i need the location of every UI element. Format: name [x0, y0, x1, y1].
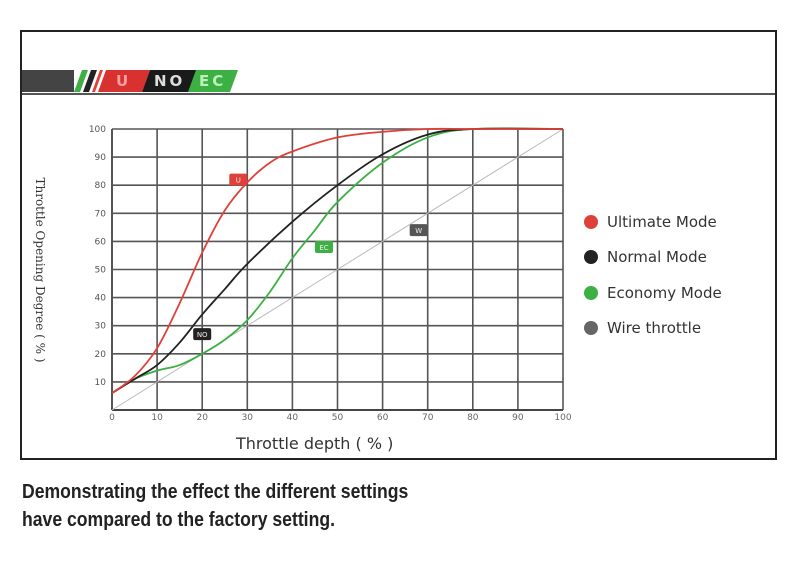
legend-label: Normal Mode: [607, 248, 707, 266]
caption-line: have compared to the factory setting.: [22, 509, 335, 531]
legend-label: Ultimate Mode: [607, 213, 717, 231]
y-tick-label: 60: [95, 237, 107, 247]
legend-normal: Normal Mode: [584, 248, 707, 266]
x-tick-label: 80: [467, 413, 479, 423]
series-badge-label: W: [415, 227, 422, 235]
chart-frame: [20, 30, 777, 460]
x-tick-label: 90: [512, 413, 524, 423]
y-tick-label: 80: [95, 181, 107, 191]
legend-label: Economy Mode: [607, 284, 722, 302]
x-tick-label: 70: [422, 413, 434, 423]
banner-divider: [22, 93, 775, 95]
y-axis-label: Throttle Opening Degree ( % ): [33, 177, 47, 363]
black-dot-icon: [584, 250, 598, 264]
series-badge-label: EC: [319, 244, 328, 252]
x-tick-label: 30: [242, 413, 254, 423]
series-line-ultimate-mode: [111, 127, 563, 394]
series-badge: [193, 328, 212, 341]
series-badge: [409, 224, 428, 237]
series-line-economy-mode: [111, 127, 564, 394]
y-tick-label: 20: [95, 350, 107, 360]
x-tick-label: 0: [109, 413, 115, 423]
series-badge: [314, 241, 333, 254]
y-tick-label: 90: [95, 153, 107, 163]
caption: Demonstrating the effect the different s…: [22, 478, 408, 534]
caption-line: Demonstrating the effect the different s…: [22, 481, 409, 503]
x-tick-label: 100: [554, 413, 571, 423]
legend-economy: Economy Mode: [584, 284, 722, 302]
x-tick-label: 50: [332, 413, 344, 423]
legend-wire: Wire throttle: [584, 319, 701, 337]
x-tick-label: 10: [151, 413, 163, 423]
x-tick-label: 20: [196, 413, 208, 423]
series-line-wire-throttle: [111, 128, 564, 411]
y-tick-label: 40: [95, 294, 107, 304]
y-tick-label: 70: [95, 209, 107, 219]
x-tick-label: 40: [287, 413, 299, 423]
series-badge: [229, 173, 248, 186]
banner-dark-bar: [22, 70, 74, 92]
series-line-normal-mode: [111, 127, 564, 394]
green-dot-icon: [584, 286, 598, 300]
gray-dot-icon: [584, 321, 598, 335]
y-tick-label: 50: [95, 266, 107, 276]
legend-ultimate: Ultimate Mode: [584, 213, 717, 231]
red-dot-icon: [584, 215, 598, 229]
series-badge-label: U: [236, 177, 241, 185]
legend-label: Wire throttle: [607, 319, 702, 337]
y-tick-label: 100: [89, 125, 106, 135]
mode-banner: U NO EC: [22, 70, 239, 94]
y-tick-label: 30: [95, 322, 107, 332]
x-tick-label: 60: [377, 413, 389, 423]
series-badge-label: NO: [197, 331, 208, 339]
y-tick-label: 10: [95, 378, 107, 388]
x-axis-label: Throttle depth ( % ): [236, 434, 394, 453]
